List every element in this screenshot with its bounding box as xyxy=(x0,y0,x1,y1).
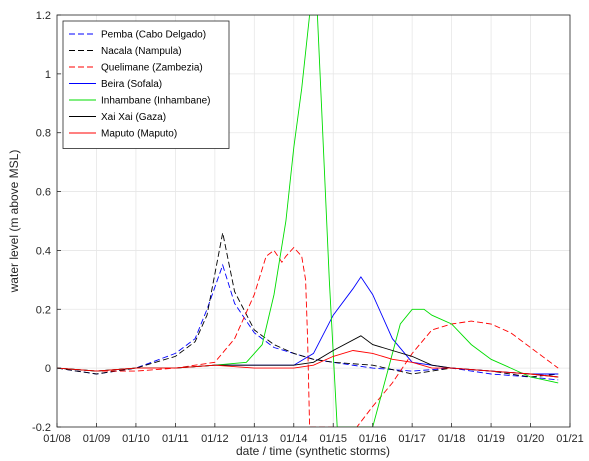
x-axis-label: date / time (synthetic storms) xyxy=(236,444,390,458)
y-tick-label: 0.4 xyxy=(36,245,51,257)
x-tick-label: 01/21 xyxy=(556,433,584,445)
y-tick-label: 0.2 xyxy=(36,304,51,316)
x-tick-label: 01/16 xyxy=(359,433,387,445)
x-tick-label: 01/15 xyxy=(319,433,347,445)
legend-label: Inhambane (Inhambane) xyxy=(101,96,211,107)
legend: Pemba (Cabo Delgado) Nacala (Nampula) Quel… xyxy=(62,20,230,149)
y-axis-label: water level (m above MSL) xyxy=(7,150,21,294)
y-tick-label: 0.6 xyxy=(36,187,51,199)
x-tick-label: 01/20 xyxy=(517,433,545,445)
series-line-3 xyxy=(57,246,559,427)
y-tick-label: 1.2 xyxy=(36,10,51,22)
y-tick-label: 1 xyxy=(45,69,51,81)
y-tick-label: 0 xyxy=(45,363,51,375)
legend-label: Maputo (Maputo) xyxy=(101,129,177,140)
x-tick-label: 01/11 xyxy=(162,433,189,445)
x-tick-label: 01/12 xyxy=(201,433,229,445)
legend-label: Xai Xai (Gaza) xyxy=(101,112,166,123)
series-line-5 xyxy=(57,15,559,427)
x-tick-label: 01/17 xyxy=(398,433,426,445)
plot-frame xyxy=(56,14,571,428)
x-tick-label: 01/13 xyxy=(241,433,269,445)
legend-label: Pemba (Cabo Delgado) xyxy=(101,30,206,41)
series-lines xyxy=(57,15,559,427)
x-tick-label: 01/08 xyxy=(43,433,71,445)
ticks: 01/08 01/09 01/10 01/11 01/12 01/13 01/14 01/15… xyxy=(32,10,584,445)
legend-box xyxy=(62,20,230,149)
x-tick-label: 01/18 xyxy=(438,433,466,445)
legend-label: Quelimane (Zambezia) xyxy=(101,63,203,74)
x-tick-label: 01/14 xyxy=(280,433,308,445)
x-tick-label: 01/09 xyxy=(83,433,111,445)
series-line-7 xyxy=(57,350,559,378)
legend-label: Nacala (Nampula) xyxy=(101,46,182,57)
x-tick-label: 01/19 xyxy=(477,433,505,445)
legend-label: Beira (Sofala) xyxy=(101,79,162,90)
y-tick-label: 0.8 xyxy=(36,128,51,140)
y-tick-label: -0.2 xyxy=(32,422,51,434)
x-tick-label: 01/10 xyxy=(122,433,150,445)
